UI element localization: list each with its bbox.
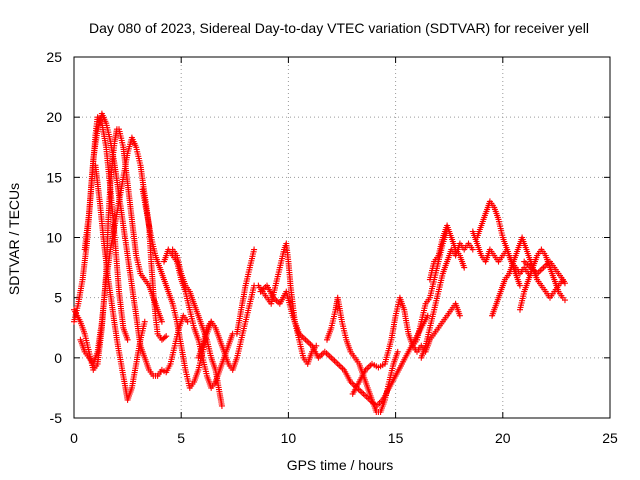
x-axis-label: GPS time / hours xyxy=(287,457,394,473)
data-point-trace xyxy=(81,110,191,379)
data-point-trace xyxy=(195,282,258,373)
y-tick-label: 20 xyxy=(46,109,62,125)
data-point-trace xyxy=(418,240,476,361)
data-point-trace xyxy=(521,258,568,287)
data-point-trace xyxy=(409,300,463,355)
data-point-trace xyxy=(349,228,451,397)
x-tick-label: 10 xyxy=(281,430,297,446)
y-tick-label: 5 xyxy=(54,290,62,306)
data-point-trace xyxy=(255,240,320,367)
y-tick-label: 15 xyxy=(46,169,62,185)
y-tick-label: 10 xyxy=(46,230,62,246)
data-point-trace xyxy=(426,222,468,283)
data-marks xyxy=(71,110,568,415)
x-tick-labels: 0 5 10 15 20 25 xyxy=(70,430,618,446)
x-tick-label: 15 xyxy=(388,430,404,446)
x-tick-label: 25 xyxy=(602,430,618,446)
y-tick-label: 25 xyxy=(46,49,62,65)
y-axis-label: SDTVAR / TECUs xyxy=(6,183,22,295)
data-point-trace xyxy=(233,246,258,337)
y-tick-label: -5 xyxy=(50,410,63,426)
grid-lines xyxy=(74,57,610,418)
x-tick-label: 20 xyxy=(495,430,511,446)
chart-title: Day 080 of 2023, Sidereal Day-to-day VTE… xyxy=(89,20,589,36)
data-point-trace xyxy=(474,198,523,289)
data-point-trace xyxy=(257,282,431,409)
y-tick-labels: -5 0 5 10 15 20 25 xyxy=(46,49,62,426)
series-sdtvar xyxy=(71,110,568,415)
x-tick-label: 0 xyxy=(70,430,78,446)
axis-ticks xyxy=(73,56,611,419)
x-tick-label: 5 xyxy=(177,430,185,446)
y-tick-label: 0 xyxy=(54,350,62,366)
